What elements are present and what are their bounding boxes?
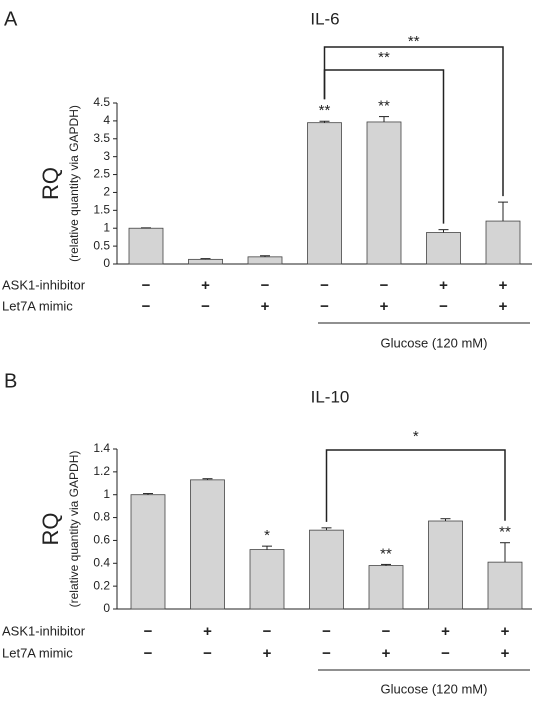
treatment-sign: +: [380, 298, 389, 315]
treatment-sign: −: [322, 645, 331, 662]
treatment-sign: −: [322, 623, 331, 640]
row-label: Let7A mimic: [2, 645, 73, 660]
treatment-sign: +: [201, 277, 210, 294]
bar: [130, 494, 166, 610]
comparison-label: *: [413, 428, 419, 445]
bar: [368, 565, 404, 610]
treatment-sign: −: [441, 645, 450, 662]
bar: [249, 549, 285, 610]
y-tick-label: 2.5: [93, 167, 110, 181]
panel-letter: A: [4, 8, 18, 30]
treatment-sign: −: [263, 623, 272, 640]
y-axis-sublabel: (relative quantity via GAPDH): [67, 105, 81, 262]
y-tick-label: 1.5: [93, 203, 110, 217]
bar: [190, 479, 225, 610]
y-tick-label: 4.5: [93, 95, 110, 109]
bar: [485, 220, 521, 265]
y-tick-label: 3: [103, 149, 110, 163]
comparison-bracket: [323, 69, 445, 224]
bar: [188, 258, 223, 265]
treatment-sign: +: [439, 277, 448, 294]
significance: *: [264, 527, 270, 544]
y-tick-label: 0.8: [93, 510, 110, 524]
treatment-sign: +: [441, 623, 450, 640]
bar: [247, 256, 283, 265]
bar: [487, 561, 523, 610]
treatment-sign: −: [439, 298, 448, 315]
comparison-bracket: [325, 449, 506, 522]
treatment-sign: +: [499, 298, 508, 315]
row-label: ASK1-inhibitor: [2, 277, 86, 292]
y-tick-label: 0.4: [93, 555, 110, 569]
treatment-sign: +: [501, 623, 510, 640]
treatment-sign: +: [203, 623, 212, 640]
bar: [426, 232, 461, 265]
treatment-sign: +: [501, 645, 510, 662]
bar: [307, 122, 342, 265]
treatment-sign: −: [203, 645, 212, 662]
significance: **: [380, 545, 392, 562]
significance: **: [319, 102, 331, 119]
treatment-sign: −: [320, 298, 329, 315]
y-tick-label: 1.4: [93, 441, 110, 455]
chart-title: IL-6: [310, 9, 339, 28]
bar: [366, 121, 402, 265]
treatment-sign: −: [320, 277, 329, 294]
y-tick-label: 2: [103, 185, 110, 199]
treatment-sign: +: [263, 645, 272, 662]
treatment-sign: +: [499, 277, 508, 294]
comparison-label: **: [378, 49, 390, 66]
treatment-sign: −: [261, 277, 270, 294]
treatment-sign: −: [382, 623, 391, 640]
y-tick-label: 4: [103, 113, 110, 127]
y-tick-label: 0: [103, 601, 110, 615]
y-tick-label: 1.2: [93, 464, 110, 478]
significance: **: [378, 98, 390, 115]
y-tick-label: 0.6: [93, 533, 110, 547]
y-tick-label: 1: [103, 487, 110, 501]
treatment-sign: +: [382, 645, 391, 662]
treatment-sign: −: [144, 645, 153, 662]
y-tick-label: 1: [103, 220, 110, 234]
treatment-sign: −: [144, 623, 153, 640]
bar: [309, 529, 344, 610]
row-label: ASK1-inhibitor: [2, 623, 86, 638]
panel-letter: B: [4, 370, 17, 392]
y-tick-label: 0.5: [93, 238, 110, 252]
treatment-sign: −: [380, 277, 389, 294]
treatment-sign: +: [261, 298, 270, 315]
treatment-sign: −: [142, 277, 151, 294]
y-tick-label: 0: [103, 256, 110, 270]
treatment-sign: −: [201, 298, 210, 315]
y-tick-label: 3.5: [93, 131, 110, 145]
chart-title: IL-10: [311, 387, 350, 406]
y-axis-sublabel: (relative quantity via GAPDH): [67, 451, 81, 608]
y-axis-label: RQ: [38, 513, 63, 546]
y-tick-label: 0.2: [93, 578, 110, 592]
bar: [128, 227, 164, 265]
y-axis-label: RQ: [38, 167, 63, 200]
annotation: Glucose (120 mM): [381, 681, 488, 696]
comparison-label: **: [408, 33, 420, 50]
bar: [428, 520, 463, 610]
treatment-sign: −: [142, 298, 151, 315]
row-label: Let7A mimic: [2, 298, 73, 313]
significance: **: [499, 524, 511, 541]
annotation: Glucose (120 mM): [381, 335, 488, 350]
